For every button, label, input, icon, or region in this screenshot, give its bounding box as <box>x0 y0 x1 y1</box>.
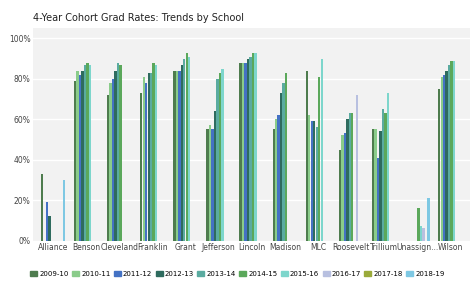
Bar <box>218 73 221 241</box>
Bar <box>109 83 112 241</box>
Bar <box>152 63 155 241</box>
Bar <box>254 53 257 241</box>
Bar <box>351 113 353 241</box>
Bar <box>244 63 247 241</box>
Bar <box>356 95 359 241</box>
Bar <box>344 133 346 241</box>
Bar <box>285 73 287 241</box>
Bar <box>41 174 43 241</box>
Bar <box>148 73 150 241</box>
Bar <box>209 125 211 241</box>
Bar <box>173 71 176 241</box>
Legend: 2009-10, 2010-11, 2011-12, 2012-13, 2013-14, 2014-15, 2015-16, 2016-17, 2017-18,: 2009-10, 2010-11, 2011-12, 2012-13, 2013… <box>28 268 447 280</box>
Bar <box>79 75 81 241</box>
Bar <box>448 65 450 241</box>
Bar <box>214 111 216 241</box>
Bar <box>318 77 320 241</box>
Bar <box>252 53 254 241</box>
Bar <box>74 81 76 241</box>
Bar <box>46 202 48 241</box>
Bar <box>114 71 117 241</box>
Bar <box>379 131 381 241</box>
Bar <box>86 63 89 241</box>
Bar <box>150 73 152 241</box>
Bar <box>374 129 377 241</box>
Bar <box>418 208 420 241</box>
Bar <box>283 83 285 241</box>
Bar <box>206 129 209 241</box>
Bar <box>280 93 282 241</box>
Bar <box>89 65 91 241</box>
Bar <box>438 89 440 241</box>
Bar <box>422 228 425 241</box>
Bar <box>112 79 114 241</box>
Bar <box>420 226 422 241</box>
Bar <box>216 79 218 241</box>
Bar <box>119 65 122 241</box>
Bar <box>443 75 446 241</box>
Bar <box>275 119 277 241</box>
Bar <box>107 95 109 241</box>
Bar <box>180 65 183 241</box>
Bar <box>247 59 249 241</box>
Bar <box>186 53 188 241</box>
Bar <box>308 115 311 241</box>
Bar <box>76 71 79 241</box>
Text: 4-Year Cohort Grad Rates: Trends by School: 4-Year Cohort Grad Rates: Trends by Scho… <box>33 13 244 23</box>
Bar <box>211 129 214 241</box>
Bar <box>313 121 315 241</box>
Bar <box>349 113 351 241</box>
Bar <box>178 71 180 241</box>
Bar <box>142 77 145 241</box>
Bar <box>450 61 453 241</box>
Bar <box>63 180 66 241</box>
Bar <box>315 127 318 241</box>
Bar <box>117 63 119 241</box>
Bar <box>382 109 384 241</box>
Bar <box>84 65 86 241</box>
Bar <box>176 71 178 241</box>
Bar <box>440 77 443 241</box>
Bar <box>341 136 343 241</box>
Bar <box>311 121 313 241</box>
Bar <box>188 57 190 241</box>
Bar <box>48 216 50 241</box>
Bar <box>339 150 341 241</box>
Bar <box>140 93 142 241</box>
Bar <box>305 71 308 241</box>
Bar <box>249 57 252 241</box>
Bar <box>183 59 185 241</box>
Bar <box>273 129 275 241</box>
Bar <box>387 93 389 241</box>
Bar <box>221 69 224 241</box>
Bar <box>321 59 323 241</box>
Bar <box>81 71 84 241</box>
Bar <box>384 113 387 241</box>
Bar <box>446 71 448 241</box>
Bar <box>377 158 379 241</box>
Bar <box>428 198 429 241</box>
Bar <box>155 65 157 241</box>
Bar <box>277 115 280 241</box>
Bar <box>242 63 244 241</box>
Bar <box>145 83 147 241</box>
Bar <box>372 129 374 241</box>
Bar <box>239 63 242 241</box>
Bar <box>346 119 349 241</box>
Bar <box>453 61 456 241</box>
